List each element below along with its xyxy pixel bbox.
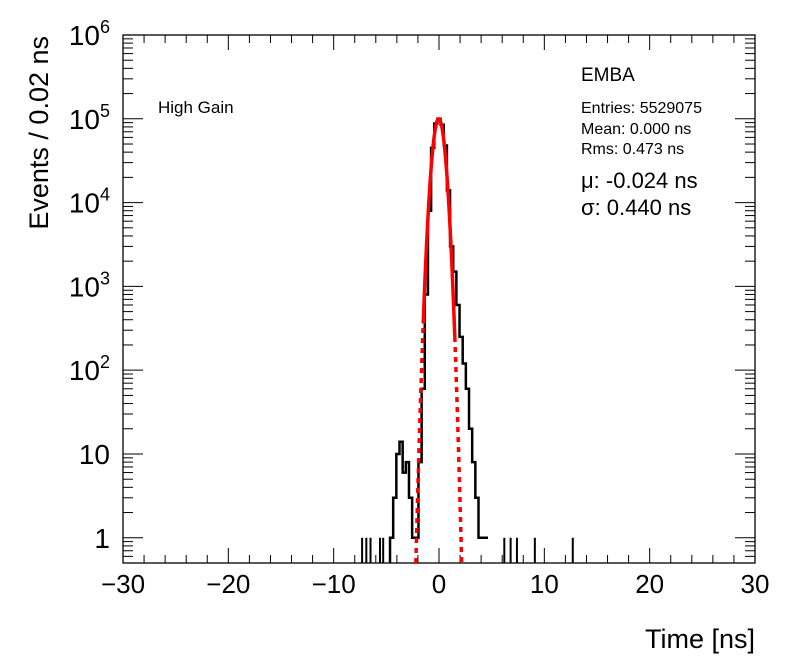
y-tick-label: 104 bbox=[69, 185, 110, 219]
y-tick-label: 1 bbox=[94, 523, 110, 554]
y-tick-label: 105 bbox=[69, 101, 110, 135]
mean-text: Mean: 0.000 ns bbox=[581, 121, 691, 138]
gaussian-fit-curve bbox=[421, 117, 457, 338]
fit-extension-right bbox=[453, 337, 464, 565]
data-layer bbox=[361, 117, 574, 565]
x-tick-label: −10 bbox=[312, 569, 356, 599]
x-tick-label: −20 bbox=[206, 569, 250, 599]
x-tick-label: −30 bbox=[101, 569, 145, 599]
x-tick-label: 30 bbox=[741, 569, 770, 599]
x-axis-label: Time [ns] bbox=[645, 624, 755, 654]
plot-frame bbox=[122, 34, 756, 564]
y-axis-label: Events / 0.02 ns bbox=[24, 36, 54, 230]
x-tick-label: 0 bbox=[432, 569, 446, 599]
rms-text: Rms: 0.473 ns bbox=[581, 141, 684, 158]
fit-mu-text: μ: -0.024 ns bbox=[581, 168, 698, 193]
fit-extension-left bbox=[414, 323, 425, 564]
x-tick-labels: −30 −20 −10 0 10 20 30 bbox=[101, 569, 770, 599]
y-tick-label: 10 bbox=[79, 439, 110, 470]
x-tick-label: 10 bbox=[530, 569, 559, 599]
entries-text: Entries: 5529075 bbox=[581, 100, 702, 117]
fit-sigma-text: σ: 0.440 ns bbox=[581, 195, 691, 220]
gain-label: High Gain bbox=[158, 98, 234, 117]
y-tick-label: 106 bbox=[69, 17, 110, 51]
y-tick-labels: 1 10 102 103 104 105 106 bbox=[69, 17, 110, 554]
x-tick-label: 20 bbox=[635, 569, 664, 599]
axis-ticks bbox=[122, 35, 756, 563]
y-tick-label: 102 bbox=[69, 352, 110, 386]
partition-label: EMBA bbox=[581, 65, 635, 86]
y-tick-label: 103 bbox=[69, 268, 110, 302]
